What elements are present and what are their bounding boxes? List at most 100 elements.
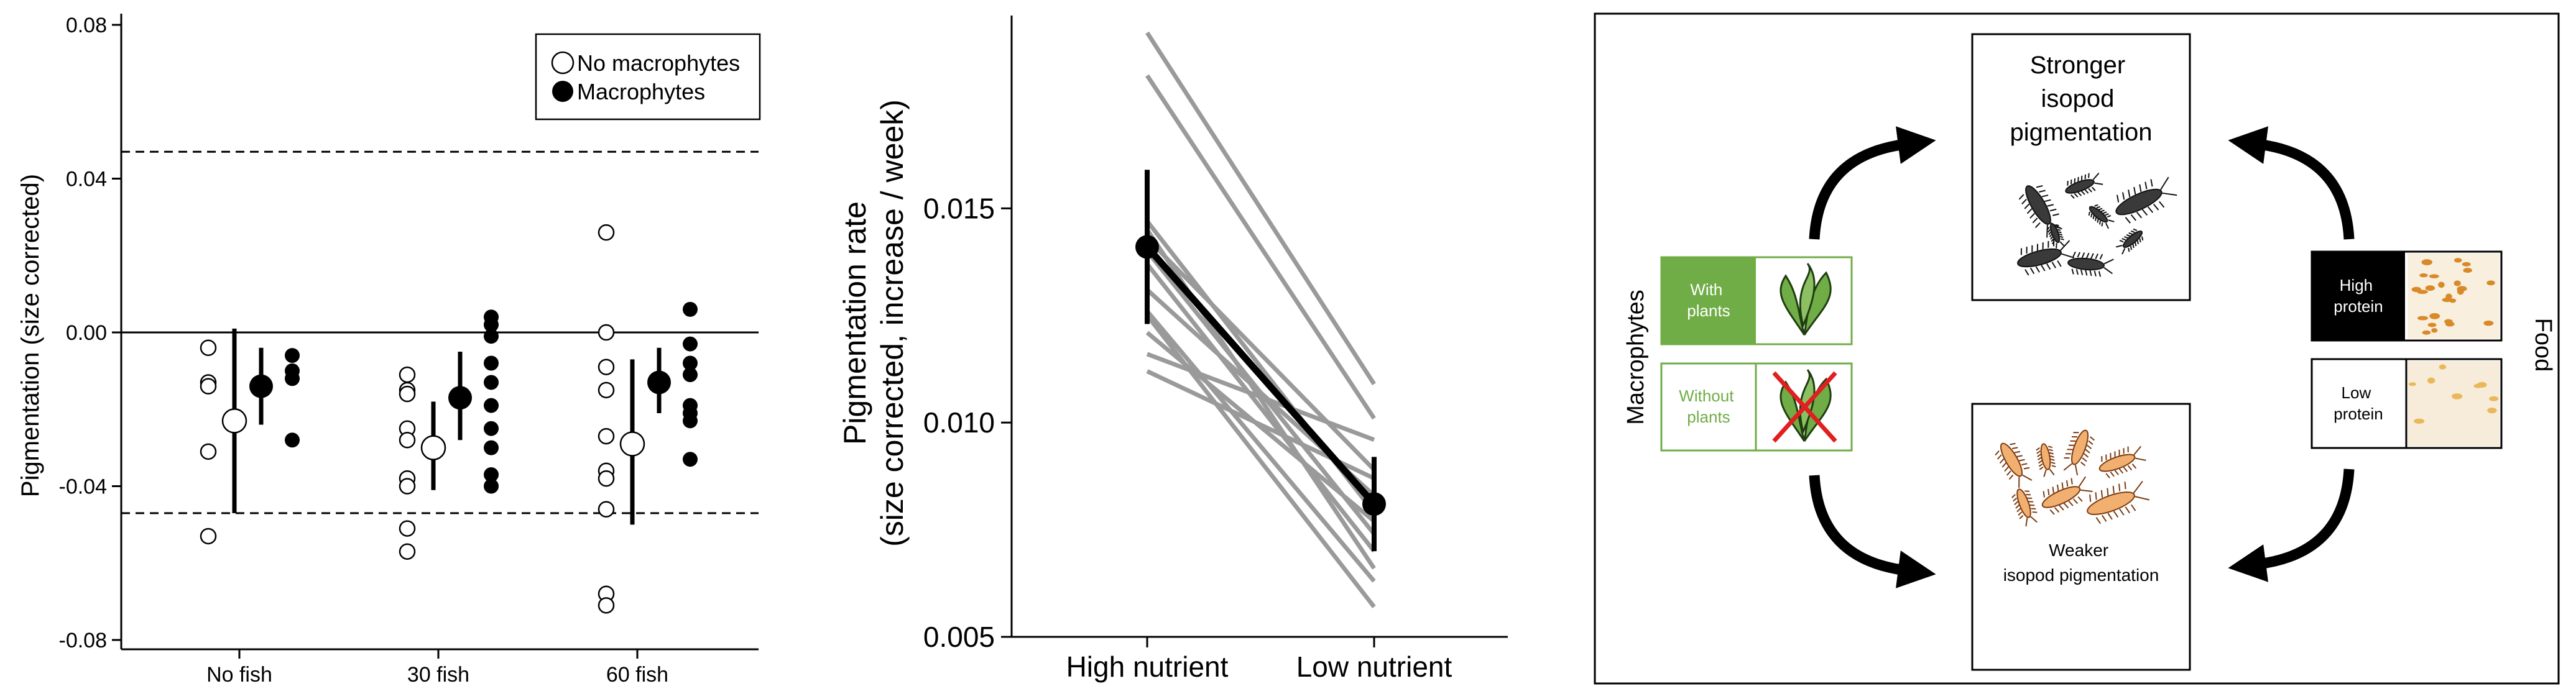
food-pellet xyxy=(2417,316,2429,321)
isopod-leg xyxy=(2028,501,2034,503)
isopod-leg xyxy=(2085,252,2090,258)
isopod-leg xyxy=(2128,190,2131,198)
isopod-leg xyxy=(2123,467,2128,472)
isopod-antenna xyxy=(2060,240,2070,251)
no-macrophytes-raw-point xyxy=(399,520,416,537)
crossed-plant-icon xyxy=(1772,369,1837,443)
isopod-leg xyxy=(2070,440,2076,442)
isopod-leg xyxy=(2014,450,2021,454)
panel-b-y-axis-label-line2: (size corrected, increase / week) xyxy=(875,99,910,547)
isopod-body xyxy=(2025,185,2051,225)
mean-point xyxy=(1362,492,1386,516)
isopod-body xyxy=(2115,188,2163,216)
macrophytes-raw-point xyxy=(683,452,698,467)
no-macrophytes-raw-point xyxy=(598,501,615,518)
legend-marker-macrophytes xyxy=(552,81,573,102)
high-protein-food-image xyxy=(2407,254,2500,339)
isopod-icon xyxy=(2017,239,2075,276)
isopod-body xyxy=(2089,206,2108,223)
isopod-leg xyxy=(2001,462,2007,468)
macrophytes-raw-point xyxy=(484,421,499,436)
isopod-leg xyxy=(2048,231,2052,235)
isopod-leg xyxy=(2015,505,2020,509)
with-plants-box: With plants xyxy=(1660,256,1853,345)
isopod-leg xyxy=(2123,448,2125,454)
isopod-leg xyxy=(2051,262,2056,268)
isopod-leg xyxy=(2113,510,2119,518)
isopod-antenna xyxy=(2059,241,2064,247)
isopod-leg xyxy=(2063,503,2069,509)
isopod-leg xyxy=(2011,447,2018,449)
isopod-leg xyxy=(2051,462,2056,464)
isopod-leg xyxy=(2130,230,2135,233)
panel-a-y-tick-label: 0.04 xyxy=(66,168,107,191)
panel-b-y-tick-label: 0.005 xyxy=(923,621,995,653)
isopod-icon xyxy=(1995,442,2033,488)
food-photo-background xyxy=(2407,254,2500,339)
food-pellet xyxy=(2463,268,2472,273)
macrophytes-raw-point xyxy=(484,478,499,494)
macrophytes-raw-point xyxy=(683,413,698,429)
isopod-antenna xyxy=(2056,243,2057,249)
panel-c-diagram: Stronger isopod pigmentation Weaker isop… xyxy=(1594,12,2560,685)
isopod-leg xyxy=(2021,463,2028,465)
isopod-antenna xyxy=(2105,222,2109,229)
isopod-leg xyxy=(2070,194,2075,199)
isopod-leg xyxy=(2084,174,2086,180)
no-macrophytes-raw-point xyxy=(399,543,416,560)
isopod-leg xyxy=(2024,490,2030,492)
panel-a-legend: No macrophytes Macrophytes xyxy=(535,33,761,121)
isopod-leg xyxy=(2130,504,2136,511)
food-pellet xyxy=(2419,273,2428,278)
isopod-leg xyxy=(2055,224,2059,227)
isopod-leg xyxy=(2101,456,2103,462)
without-plants-box: Without plants xyxy=(1660,362,1853,452)
isopod-leg xyxy=(2044,199,2051,203)
food-pellet xyxy=(2439,364,2447,370)
isopod-antenna xyxy=(2108,219,2115,222)
isopod-leg xyxy=(2043,491,2045,498)
legend-marker-no-macrophytes xyxy=(551,51,575,75)
isopod-leg xyxy=(2047,204,2054,207)
isopod-body xyxy=(2016,488,2031,518)
isopod-leg xyxy=(2057,260,2062,267)
isopod-antenna xyxy=(2133,445,2141,455)
low-protein-label: Low protein xyxy=(2334,383,2383,423)
isopod-leg xyxy=(2114,451,2116,457)
isopod-leg xyxy=(2118,468,2124,474)
isopod-leg xyxy=(2080,175,2083,181)
food-pellet xyxy=(2422,330,2431,335)
isopod-leg xyxy=(2124,235,2128,239)
isopod-antenna xyxy=(2030,516,2038,523)
panel-a-x-tick-label: 30 fish xyxy=(407,663,469,687)
panel-a-x-tick-label: No fish xyxy=(206,663,272,687)
isopod-leg xyxy=(2047,488,2050,496)
individual-series-line xyxy=(1146,352,1375,442)
food-pellet xyxy=(2457,288,2464,295)
isopod-antenna xyxy=(2049,468,2055,476)
no-macrophytes-mean-point xyxy=(221,408,247,434)
isopod-leg xyxy=(2100,490,2103,498)
isopod-leg xyxy=(2088,188,2092,193)
isopod-leg xyxy=(2011,494,2016,498)
isopod-leg xyxy=(2066,480,2069,487)
panel-a-y-tick-label: 0.08 xyxy=(66,14,107,37)
plant-leaf xyxy=(1780,380,1806,442)
isopod-leg xyxy=(2107,513,2113,520)
isopod-leg xyxy=(2036,185,2043,188)
no-macrophytes-raw-point xyxy=(598,427,615,445)
isopod-leg xyxy=(2051,240,2055,245)
isopod-leg xyxy=(2049,455,2054,458)
isopod-antenna xyxy=(2160,176,2169,190)
isopod-leg xyxy=(2059,505,2064,511)
panel-b-line-chart: 0.005 0.010 0.015 High nutrient Low nutrien… xyxy=(838,16,1508,683)
isopod-leg xyxy=(2013,497,2018,502)
isopod-leg xyxy=(2118,449,2120,456)
no-macrophytes-raw-point xyxy=(598,381,615,399)
isopod-leg xyxy=(2092,215,2095,219)
isopod-antenna xyxy=(2074,465,2079,476)
isopod-leg xyxy=(2014,501,2019,506)
panel-b-y-axis-label: Pigmentation rate xyxy=(838,201,872,445)
isopod-leg xyxy=(2125,506,2130,514)
isopod-leg xyxy=(2100,209,2105,212)
